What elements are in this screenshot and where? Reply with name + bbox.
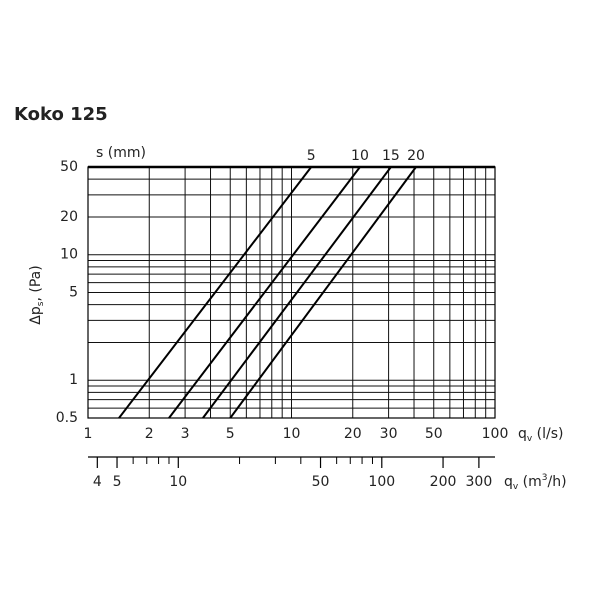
label-part: 3 (542, 473, 548, 483)
series-label: 5 (307, 148, 316, 164)
chart-title: Koko 125 (14, 104, 108, 125)
x2-tick-label: 10 (169, 474, 187, 490)
label-part: Δp (28, 306, 44, 325)
x-tick-label: 1 (84, 426, 93, 442)
x-tick-label: 2 (145, 426, 154, 442)
label-part: s (36, 301, 46, 306)
x2-tick-label: 100 (368, 474, 395, 490)
x2-tick-label: 4 (93, 474, 102, 490)
label-part: , (Pa) (28, 265, 44, 301)
x2-tick-label: 200 (430, 474, 457, 490)
x2-tick-label: 300 (466, 474, 493, 490)
legend-title: s (mm) (96, 145, 146, 161)
y-tick-label: 5 (69, 285, 78, 301)
x2-tick-label: 5 (113, 474, 122, 490)
x2-axis-label: qv (m3/h) (504, 473, 567, 492)
x2-tick-label: 50 (312, 474, 330, 490)
series-line (168, 166, 361, 419)
series-label: 20 (407, 148, 425, 164)
series-label: 10 (351, 148, 369, 164)
y-tick-label: 1 (69, 372, 78, 388)
label-part: (l/s) (532, 426, 563, 442)
series-line (118, 166, 313, 419)
y-axis-label: Δps, (Pa) (28, 265, 46, 324)
y-tick-label: 50 (60, 159, 78, 175)
series-line (202, 166, 392, 419)
label-part: (m (518, 474, 542, 490)
label-part: v (527, 434, 533, 444)
series-label: 15 (382, 148, 400, 164)
label-part: v (513, 482, 519, 492)
x-tick-label: 20 (344, 426, 362, 442)
y-tick-label: 10 (60, 247, 78, 263)
x-tick-label: 100 (482, 426, 509, 442)
x-tick-label: 50 (425, 426, 443, 442)
label-part: q (504, 474, 513, 490)
label-part: /h) (548, 474, 567, 490)
x-axis-label: qv (l/s) (518, 426, 564, 444)
series-line (229, 166, 417, 419)
x-tick-label: 10 (283, 426, 301, 442)
x-tick-label: 3 (181, 426, 190, 442)
x-tick-label: 5 (226, 426, 235, 442)
x-tick-label: 30 (380, 426, 398, 442)
plot-frame (87, 166, 496, 419)
y-tick-label: 20 (60, 209, 78, 225)
y-tick-label: 0.5 (56, 410, 78, 426)
label-part: q (518, 426, 527, 442)
